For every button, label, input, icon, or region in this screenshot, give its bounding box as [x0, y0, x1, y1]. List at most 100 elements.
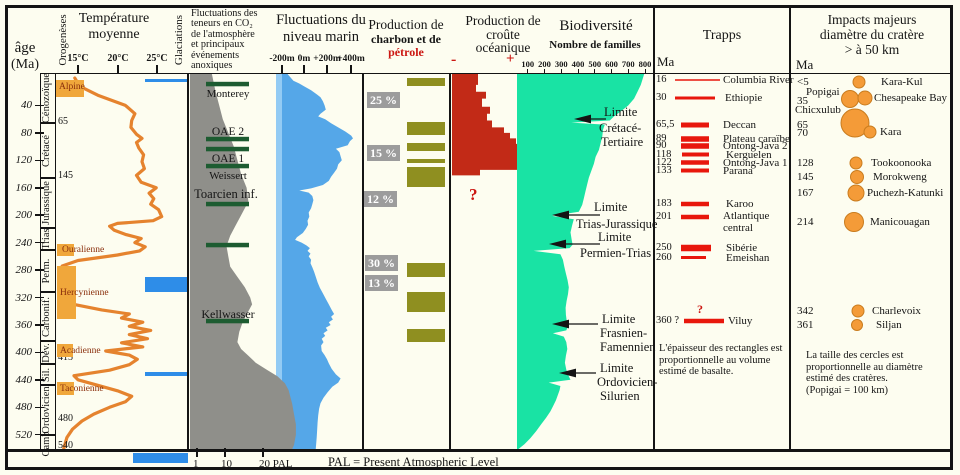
period-boundary-age-label: 145 [58, 170, 73, 181]
biodiversity-scale-label: 500 [588, 59, 602, 69]
age-tick-label: 200 [15, 209, 33, 222]
anoxic-event-bar [206, 136, 249, 142]
orogeny-label: Hercynienne [60, 288, 109, 298]
trapp-bar [681, 136, 709, 142]
biodiversity-scale-tick [644, 69, 646, 74]
coal-title-petrole: pétrole [388, 45, 424, 59]
age-axis-title-line2: (Ma) [11, 57, 39, 72]
co2-header-line: de l'atmosphère [191, 28, 255, 40]
panel-border [653, 6, 655, 452]
extinction-limit-label: Silurien [600, 389, 640, 403]
orogeny-label: Ouralienne [62, 245, 105, 255]
co2-header-line: teneurs en CO₂ [191, 18, 253, 30]
period-boundary-age-label: 480 [58, 413, 73, 424]
orogeny-box [57, 344, 73, 357]
extinction-limit-label: Limite [598, 230, 632, 244]
anoxic-event-label: Monterey [206, 88, 250, 100]
age-tick [35, 241, 44, 244]
coal-petroleum-bar [407, 167, 445, 187]
orogeny-box [57, 244, 74, 256]
sea-scale-label: +200m [313, 54, 341, 64]
biodiversity-subtitle: Nombre de familles [549, 39, 641, 51]
trapp-age-label: 90 [656, 140, 667, 151]
outer-frame [5, 5, 953, 470]
coal-title-line2: charbon et de [371, 32, 441, 46]
anoxic-event-bar [206, 242, 249, 248]
impact-age-label: 167 [797, 187, 814, 199]
impact-crater-circle [849, 156, 863, 170]
panel-border [6, 449, 952, 452]
trapp-bar [681, 214, 709, 220]
impact-age-label: 361 [797, 319, 814, 331]
coal-petroleum-bar [407, 159, 445, 163]
trapp-name-label: Ontong-Java 1 [723, 156, 788, 169]
impact-age-label: 35 [797, 95, 808, 107]
impact-age-label: 145 [797, 171, 814, 183]
age-tick [35, 159, 44, 162]
temperature-scale-tick [156, 65, 158, 73]
impact-crater-circle [847, 184, 865, 202]
temperature-title-line1: Température [78, 11, 150, 26]
glaciation-bar [145, 372, 187, 376]
age-tick [35, 351, 44, 354]
extinction-limit-label: Frasnien- [600, 326, 648, 340]
impact-crater-circle [840, 108, 870, 138]
impact-age-label: 65 [797, 119, 808, 131]
temperature-title-line2: moyenne [88, 27, 140, 42]
panel-border [187, 73, 189, 449]
impacts-header-line1: Impacts majeurs [827, 12, 917, 27]
trapp-age-label: 201 [656, 211, 672, 222]
impact-age-label: 342 [797, 305, 814, 317]
extinction-limit-label: Permien-Trias [580, 246, 652, 260]
trapp-age-label: 260 [656, 251, 672, 263]
temperature-scale-tick [117, 65, 119, 73]
anoxic-event-label: Toarcien inf. [194, 187, 258, 201]
orogeny-label: Taconienne [60, 384, 104, 394]
age-tick [35, 324, 44, 326]
age-tick-label: 360 [15, 318, 33, 331]
trapp-age-label: 16 [656, 74, 667, 85]
crust-minus-sign: - [451, 51, 457, 68]
extinction-arrow-head [574, 114, 591, 124]
extinction-limit-label: Crétacé- [599, 121, 642, 135]
panel-border [362, 73, 364, 449]
pal-scale-label: 1 [193, 458, 199, 470]
extinction-arrow-head [559, 368, 576, 378]
age-tick [35, 104, 44, 107]
pal-scale-label: 10 [221, 458, 232, 470]
sea-scale-label: +400m [337, 54, 365, 64]
impact-age-label: 214 [797, 216, 814, 228]
trapp-age-label: 89 [656, 133, 667, 144]
panel-border [54, 73, 57, 449]
impact-name-label: Popigai [806, 86, 840, 98]
sea-level-baseline-strip [276, 74, 282, 449]
biodiversity-scale-tick [577, 69, 579, 74]
biodiversity-scale-label: 600 [605, 59, 618, 69]
anoxic-event-label: OAE 1 [211, 153, 245, 165]
anoxic-event-label: OAE 2 [211, 126, 245, 138]
anoxic-event-bar [206, 201, 249, 207]
impact-name-label: Morokweng [873, 171, 927, 183]
biodiversity-scale-label: 200 [538, 59, 551, 69]
pal-footnote: PAL = Present Atmospheric Level [328, 455, 499, 469]
glaciation-bar [145, 277, 187, 292]
impact-name-label: Kara [880, 126, 902, 138]
pal-scale-tick [262, 448, 264, 457]
sea-scale-label: -200m [269, 54, 295, 64]
period-boundary-age-label: 415 [58, 352, 73, 363]
coal-petroleum-bar [407, 143, 445, 151]
age-tick-label: 520 [15, 428, 33, 441]
impact-name-label: Charlevoix [872, 305, 921, 317]
extinction-arrow-head [552, 210, 569, 220]
extinction-limit-label: Limite [604, 105, 638, 119]
trapp-name-label: Ontong-Java 2 [723, 140, 788, 152]
age-tick-label: 80 [21, 126, 32, 139]
impact-crater-circle [852, 75, 866, 89]
extinction-limit-label: Tertiaire [601, 135, 644, 149]
co2-header-line: Fluctuations des [191, 8, 258, 19]
glaciation-bar [145, 79, 187, 82]
crust-title-line1: Production de [465, 13, 541, 28]
impact-name-label: Puchezh-Katunki [867, 187, 944, 199]
